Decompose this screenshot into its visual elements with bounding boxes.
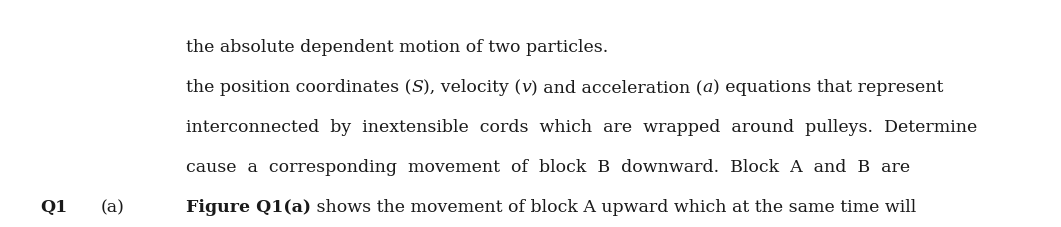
Text: v: v: [521, 79, 530, 96]
Text: S: S: [411, 79, 423, 96]
Text: ) equations that represent: ) equations that represent: [713, 79, 943, 96]
Text: interconnected  by  inextensible  cords  which  are  wrapped  around  pulleys.  : interconnected by inextensible cords whi…: [186, 119, 977, 136]
Text: Figure Q1(a): Figure Q1(a): [186, 199, 311, 216]
Text: ), velocity (: ), velocity (: [423, 79, 521, 96]
Text: the position coordinates (: the position coordinates (: [186, 79, 411, 96]
Text: Q1: Q1: [40, 199, 68, 216]
Text: a: a: [702, 79, 713, 96]
Text: ) and acceleration (: ) and acceleration (: [530, 79, 702, 96]
Text: cause  a  corresponding  movement  of  block  B  downward.  Block  A  and  B  ar: cause a corresponding movement of block …: [186, 159, 909, 176]
Text: (a): (a): [101, 199, 125, 216]
Text: the absolute dependent motion of two particles.: the absolute dependent motion of two par…: [186, 39, 608, 56]
Text: shows the movement of block A upward which at the same time will: shows the movement of block A upward whi…: [311, 199, 916, 216]
